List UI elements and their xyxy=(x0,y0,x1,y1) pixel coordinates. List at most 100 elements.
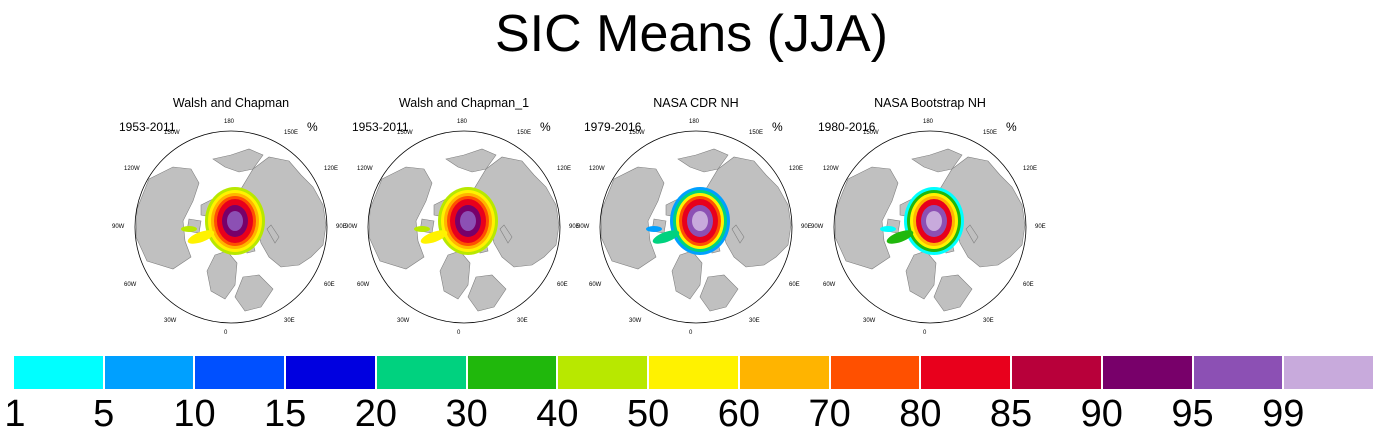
land-mass xyxy=(933,274,973,312)
sea-ice-contour xyxy=(460,211,476,231)
colorbar-label: 95 xyxy=(1171,393,1214,435)
colorbar-swatch xyxy=(1101,355,1193,390)
longitude-label: 150E xyxy=(284,130,299,136)
longitude-label: 0 xyxy=(923,330,927,336)
sea-ice-contour xyxy=(926,211,942,231)
colorbar-label: 20 xyxy=(354,393,398,435)
longitude-label: 180 xyxy=(457,119,468,125)
longitude-label: 150W xyxy=(164,130,180,136)
longitude-label: 120W xyxy=(124,166,140,172)
map-panel: NASA CDR NH 1979-2016% 180 150E 120E 90E 60E 30… xyxy=(576,95,816,336)
panel-title: NASA Bootstrap NH xyxy=(874,96,986,110)
longitude-label: 60W xyxy=(357,282,370,288)
longitude-label: 30W xyxy=(629,318,642,324)
longitude-label: 90W xyxy=(811,224,824,230)
colorbar-swatch xyxy=(829,355,921,390)
land-mass xyxy=(834,166,899,270)
colorbar-swatch xyxy=(194,355,286,390)
longitude-label: 0 xyxy=(689,330,693,336)
sea-ice-contour xyxy=(692,211,708,231)
panel-units: % xyxy=(1006,120,1017,134)
panel-title: Walsh and Chapman_1 xyxy=(398,96,530,110)
longitude-label: 90W xyxy=(577,224,590,230)
longitude-label: 60E xyxy=(1023,282,1034,288)
polar-map xyxy=(599,130,793,324)
land-mass xyxy=(499,224,513,244)
colorbar-swatch xyxy=(103,355,195,390)
longitude-label: 180 xyxy=(923,119,934,125)
longitude-label: 120E xyxy=(557,166,572,172)
longitude-label: 0 xyxy=(457,330,461,336)
colorbar-swatch xyxy=(1011,355,1102,390)
colorbar-label: 30 xyxy=(445,393,488,435)
polar-map xyxy=(134,130,328,324)
sea-ice-contour xyxy=(187,230,215,244)
colorbar-label: 50 xyxy=(626,393,670,435)
longitude-label: 150W xyxy=(863,130,879,136)
colorbar-label: 5 xyxy=(93,393,115,435)
longitude-label: 30W xyxy=(164,318,177,324)
longitude-label: 120E xyxy=(789,166,804,172)
map-panel: NASA Bootstrap NH 1980-2016% 180 150E 120E 90… xyxy=(810,95,1050,336)
colorbar-label: 60 xyxy=(717,393,760,435)
longitude-label: 120W xyxy=(823,166,839,172)
colorbar-swatch xyxy=(648,355,739,390)
panel-units: % xyxy=(772,120,783,134)
panel-units: % xyxy=(307,120,318,134)
colorbar-label: 10 xyxy=(173,393,216,435)
longitude-label: 60W xyxy=(124,282,137,288)
longitude-label: 90W xyxy=(345,224,358,230)
longitude-label: 60W xyxy=(823,282,836,288)
colorbar-label: 70 xyxy=(808,393,851,435)
longitude-label: 90E xyxy=(1035,224,1046,230)
longitude-label: 120E xyxy=(324,166,339,172)
colorbar-label: 99 xyxy=(1262,393,1305,435)
longitude-label: 60W xyxy=(589,282,602,288)
panel-period: 1979-2016 xyxy=(584,120,642,134)
longitude-label: 30E xyxy=(749,318,760,324)
longitude-label: 30E xyxy=(983,318,994,324)
land-mass xyxy=(699,274,739,312)
polar-map xyxy=(833,130,1027,324)
sea-ice-contour xyxy=(227,211,243,231)
sea-ice-contour xyxy=(414,226,430,232)
land-mass xyxy=(212,148,264,173)
longitude-label: 120W xyxy=(357,166,373,172)
sea-ice-contour xyxy=(420,230,448,244)
panel-title: Walsh and Chapman xyxy=(172,96,290,110)
map-panel: Walsh and Chapman 1953-2011% 180 150E 120E 90… xyxy=(111,95,351,336)
colorbar-swatch xyxy=(920,355,1012,390)
longitude-label: 30W xyxy=(863,318,876,324)
panel-period: 1953-2011 xyxy=(119,120,176,134)
polar-map xyxy=(367,130,561,324)
longitude-label: 60E xyxy=(324,282,335,288)
colorbar xyxy=(13,355,1374,391)
sea-ice-contour xyxy=(181,226,197,232)
longitude-label: 150W xyxy=(629,130,645,136)
land-mass xyxy=(266,224,280,244)
longitude-label: 180 xyxy=(689,119,700,125)
colorbar-swatch xyxy=(13,355,104,390)
colorbar-swatch xyxy=(1192,355,1284,390)
colorbar-swatch xyxy=(375,355,467,390)
land-mass xyxy=(731,224,745,244)
longitude-label: 60E xyxy=(789,282,800,288)
longitude-label: 120E xyxy=(1023,166,1038,172)
colorbar-label: 15 xyxy=(264,393,307,435)
figure-title: SIC Means (JJA) xyxy=(495,5,888,63)
colorbar-label: 85 xyxy=(989,393,1033,435)
longitude-label: 150W xyxy=(397,130,413,136)
sea-ice-contour xyxy=(886,230,914,244)
colorbar-label: 90 xyxy=(1080,393,1123,435)
longitude-label: 90E xyxy=(336,224,347,230)
panel-title: NASA CDR NH xyxy=(653,96,739,110)
land-mass xyxy=(677,148,729,173)
land-mass xyxy=(368,166,433,270)
land-mass xyxy=(911,148,963,173)
colorbar-swatch xyxy=(1283,355,1374,390)
longitude-label: 150E xyxy=(517,130,532,136)
longitude-label: 180 xyxy=(224,119,235,125)
map-boundary xyxy=(367,130,561,324)
land-mass xyxy=(467,274,507,312)
longitude-label: 0 xyxy=(224,330,228,336)
